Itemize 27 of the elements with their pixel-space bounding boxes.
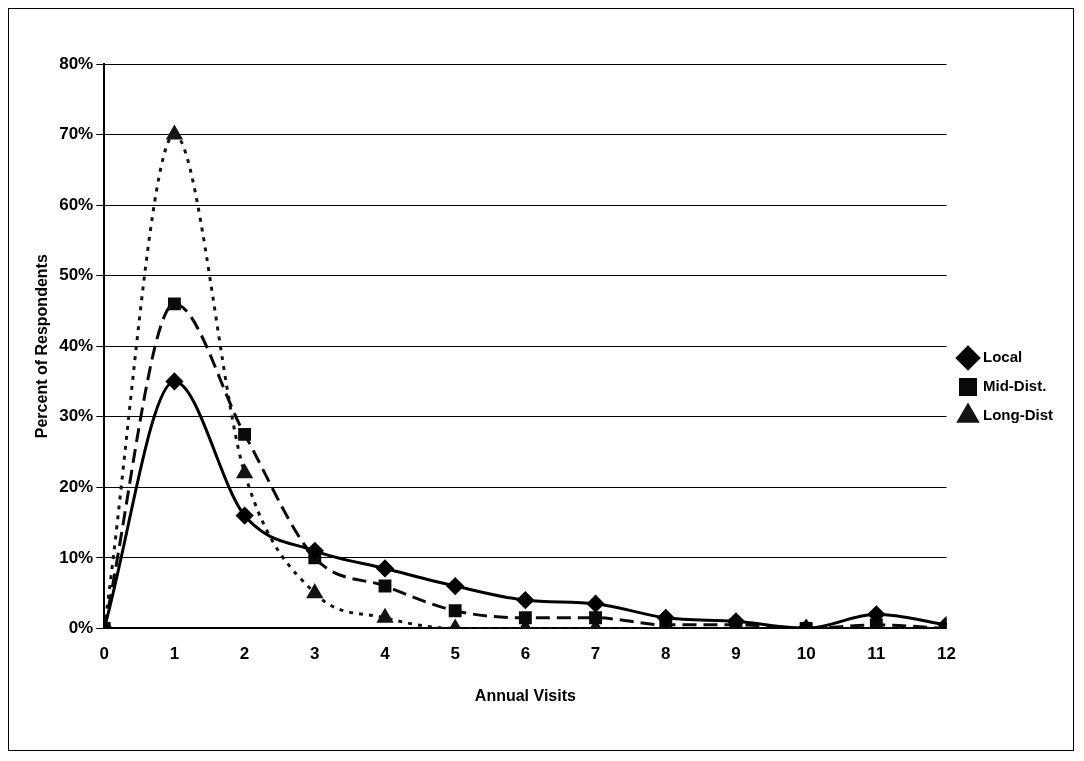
x-tick-label: 5 <box>450 644 460 664</box>
x-tick-label: 6 <box>520 644 531 664</box>
y-tick-label: 40% <box>59 335 94 355</box>
x-tick-label: 2 <box>239 644 250 664</box>
y-tick-label: 50% <box>59 265 94 285</box>
y-tick-label: 60% <box>59 194 94 214</box>
x-tick-label: 9 <box>731 644 741 664</box>
y-axis-title: Percent of Respondents <box>33 254 51 439</box>
x-tick-label: 4 <box>380 644 391 664</box>
x-axis-title: Annual Visits <box>474 686 576 704</box>
legend-label: Local <box>983 348 1023 366</box>
y-tick-label: 0% <box>68 618 94 638</box>
x-tick-label: 0 <box>99 644 109 664</box>
y-tick-label: 30% <box>59 406 94 426</box>
legend-label: Long-Dist <box>983 406 1053 424</box>
legend-label: Mid-Dist. <box>983 377 1047 395</box>
x-tick-label: 12 <box>937 644 956 664</box>
x-tick-label: 11 <box>867 644 886 664</box>
y-tick-label: 10% <box>59 547 94 567</box>
x-tick-label: 1 <box>169 644 180 664</box>
x-tick-label: 8 <box>661 644 671 664</box>
x-tick-label: 10 <box>796 644 816 664</box>
x-tick-label: 3 <box>310 644 320 664</box>
x-tick-label: 7 <box>590 644 601 664</box>
y-tick-label: 20% <box>59 476 94 496</box>
y-tick-label: 70% <box>59 124 94 144</box>
y-tick-label: 80% <box>59 53 94 73</box>
